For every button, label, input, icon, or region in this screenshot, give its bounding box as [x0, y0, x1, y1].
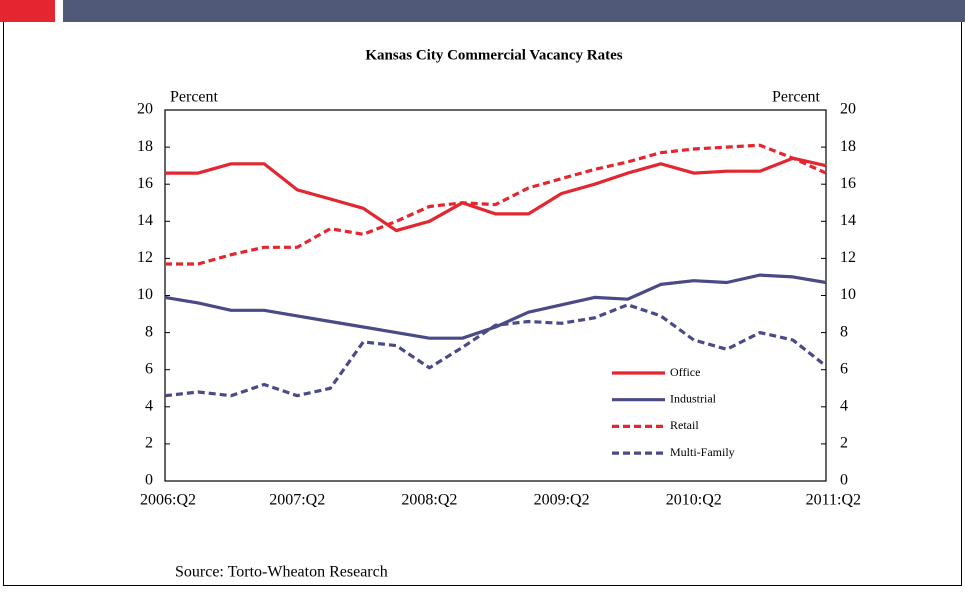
- header-bar: [63, 0, 965, 22]
- series-line: [165, 156, 827, 233]
- series-line: [165, 143, 827, 266]
- legend-label: Retail: [670, 418, 699, 432]
- y2-tick-label: 8: [840, 323, 848, 340]
- y2-tick-label: 12: [840, 249, 856, 266]
- frame: [3, 22, 962, 586]
- y2-tick-label: 20: [840, 101, 856, 118]
- y-tick-label: 4: [145, 397, 153, 414]
- header-accent: [0, 0, 55, 22]
- y2-tick-label: 2: [840, 435, 848, 452]
- y2-axis-label: Percent: [772, 89, 821, 106]
- x-tick-label: 2007:Q2: [269, 492, 325, 509]
- y2-tick-label: 6: [840, 360, 848, 377]
- series-line: [164, 303, 827, 398]
- y-tick-label: 6: [145, 360, 153, 377]
- x-tick-label: 2006:Q2: [140, 492, 196, 509]
- y2-tick-label: 18: [840, 138, 856, 155]
- legend-label: Office: [670, 365, 700, 379]
- y2-tick-label: 16: [840, 175, 856, 192]
- y-tick-label: 8: [145, 323, 153, 340]
- x-tick-label: 2011:Q2: [806, 492, 861, 509]
- legend-label: Multi-Family: [670, 445, 735, 459]
- y-tick-label: 16: [137, 175, 153, 192]
- x-tick-label: 2008:Q2: [401, 492, 457, 509]
- y2-tick-label: 14: [840, 212, 856, 229]
- y-tick-label: 0: [145, 472, 153, 489]
- y-tick-label: 2: [145, 435, 153, 452]
- y2-tick-label: 0: [840, 472, 848, 489]
- y2-tick-label: 4: [840, 397, 848, 414]
- chart-title: Kansas City Commercial Vacancy Rates: [365, 47, 622, 63]
- y-tick-label: 10: [137, 286, 153, 303]
- source-note: Source: Torto-Wheaton Research: [175, 564, 388, 581]
- y-tick-label: 20: [137, 101, 153, 118]
- series-line: [164, 273, 827, 340]
- y-tick-label: 14: [137, 212, 153, 229]
- x-tick-label: 2009:Q2: [534, 492, 590, 509]
- x-tick-label: 2010:Q2: [666, 492, 722, 509]
- y-axis-label: Percent: [170, 89, 219, 106]
- y2-tick-label: 10: [840, 286, 856, 303]
- y-tick-label: 12: [137, 249, 153, 266]
- y-tick-label: 18: [137, 138, 153, 155]
- legend-label: Industrial: [670, 391, 717, 405]
